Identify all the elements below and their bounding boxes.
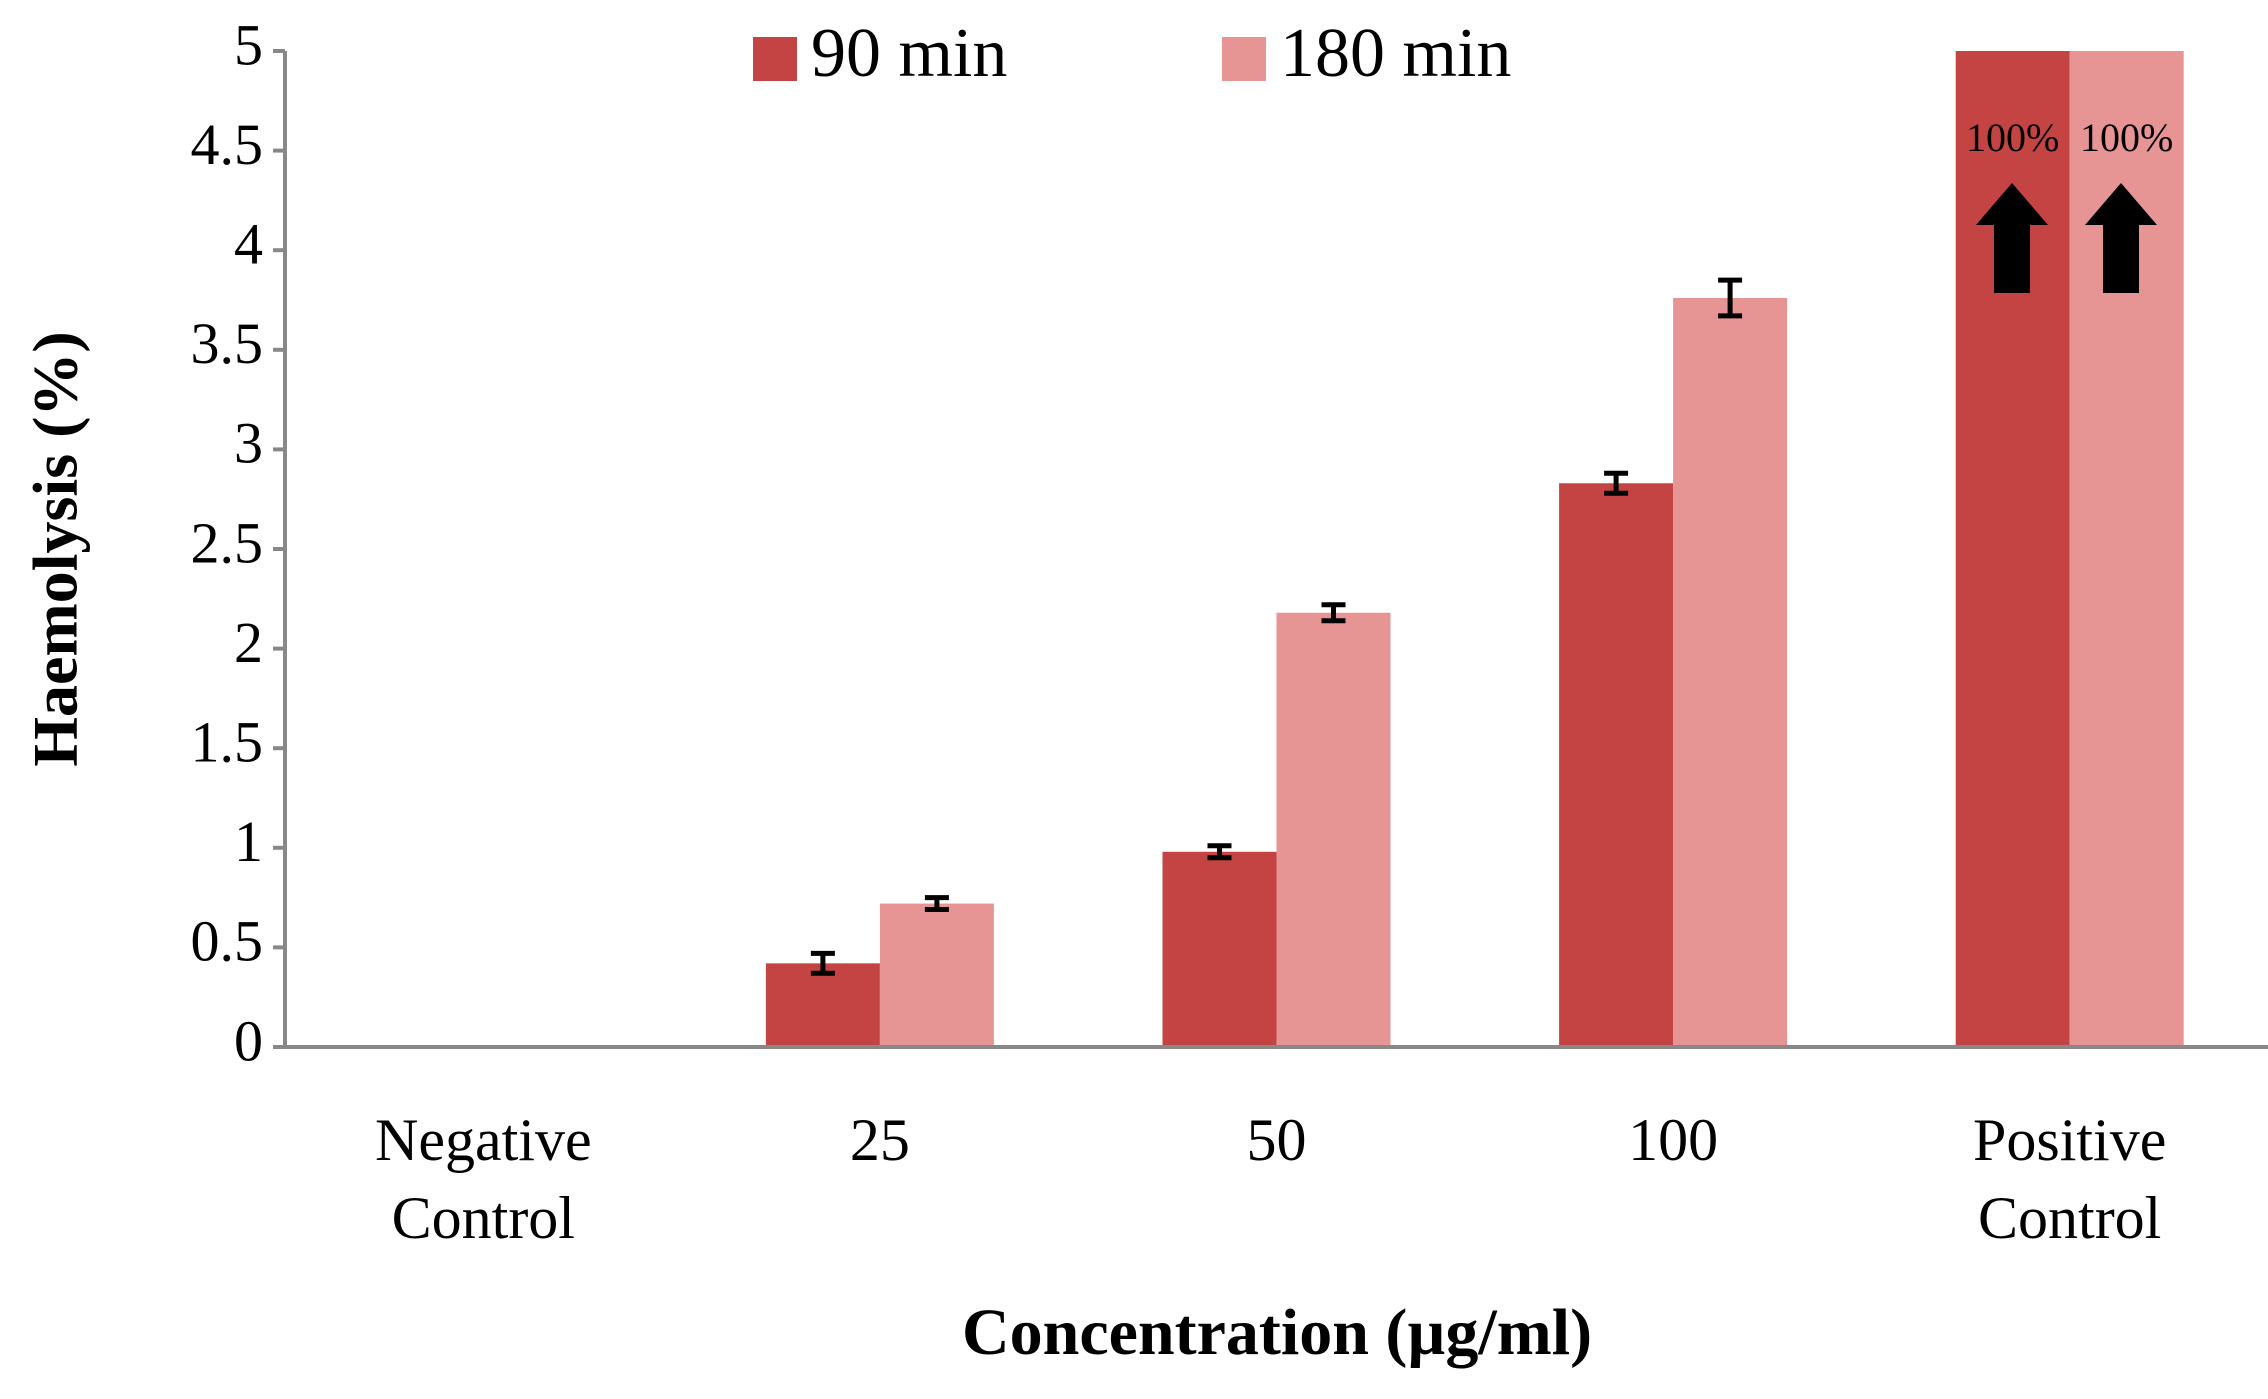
y-tick-label: 2 bbox=[234, 610, 263, 675]
arrow bbox=[2085, 183, 2157, 293]
value-label: 100% bbox=[1966, 115, 2059, 160]
bar bbox=[1673, 298, 1788, 1047]
y-tick-label: 0 bbox=[234, 1008, 263, 1073]
error-bar bbox=[1321, 602, 1346, 624]
bar bbox=[1559, 483, 1674, 1047]
legend-swatch bbox=[753, 37, 797, 81]
value-label: 100% bbox=[2080, 115, 2173, 160]
x-tick-label: Positive Control bbox=[1973, 1107, 2167, 1251]
bar bbox=[1162, 851, 1277, 1047]
error-bar bbox=[924, 895, 949, 913]
error-bar bbox=[1604, 470, 1629, 496]
bar bbox=[1276, 612, 1391, 1047]
x-tick-label: 100 bbox=[1628, 1107, 1719, 1173]
y-tick-label: 4.5 bbox=[191, 112, 264, 177]
legend-label: 90 min bbox=[811, 15, 1007, 92]
legend-swatch bbox=[1222, 37, 1266, 81]
error-bar bbox=[1718, 277, 1743, 319]
x-tick-label: Negative Control bbox=[375, 1107, 592, 1251]
x-axis-label: Concentration (µg/ml) bbox=[962, 1296, 1592, 1369]
error-bar bbox=[1207, 843, 1232, 861]
y-axis-label: Haemolysis (%) bbox=[20, 331, 91, 767]
legend-label: 180 min bbox=[1280, 15, 1511, 92]
y-tick-label: 4 bbox=[234, 212, 263, 277]
x-tick-label: 25 bbox=[849, 1107, 910, 1173]
y-tick-label: 1 bbox=[234, 809, 263, 874]
plot-area bbox=[765, 51, 2184, 1047]
y-tick-label: 2.5 bbox=[191, 510, 264, 575]
y-tick-label: 5 bbox=[234, 12, 263, 77]
error-bar bbox=[810, 950, 835, 976]
y-tick-label: 3 bbox=[234, 411, 263, 476]
y-tick-label: 1.5 bbox=[191, 710, 264, 775]
bar bbox=[765, 963, 880, 1047]
y-tick-label: 3.5 bbox=[191, 311, 264, 376]
arrow bbox=[1976, 183, 2048, 293]
bar bbox=[879, 903, 994, 1047]
y-tick-label: 0.5 bbox=[191, 909, 264, 974]
x-tick-label: 50 bbox=[1246, 1107, 1307, 1173]
